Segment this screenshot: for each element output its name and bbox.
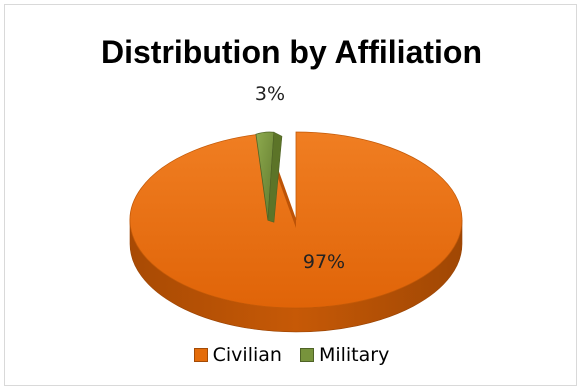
legend-label-military: Military <box>318 344 390 366</box>
chart-title: Distribution by Affiliation <box>101 34 482 70</box>
legend-swatch-military <box>299 348 314 362</box>
legend-item-military: Military <box>299 344 390 366</box>
legend-item-civilian: Civilian <box>193 344 282 366</box>
pie-slice-military-side <box>267 131 283 223</box>
legend-swatch-civilian <box>193 348 208 362</box>
data-label-military: 3% <box>255 83 285 105</box>
legend: Civilian Military <box>0 344 583 366</box>
data-label-civilian: 97% <box>303 251 345 273</box>
legend-label-civilian: Civilian <box>212 344 282 366</box>
